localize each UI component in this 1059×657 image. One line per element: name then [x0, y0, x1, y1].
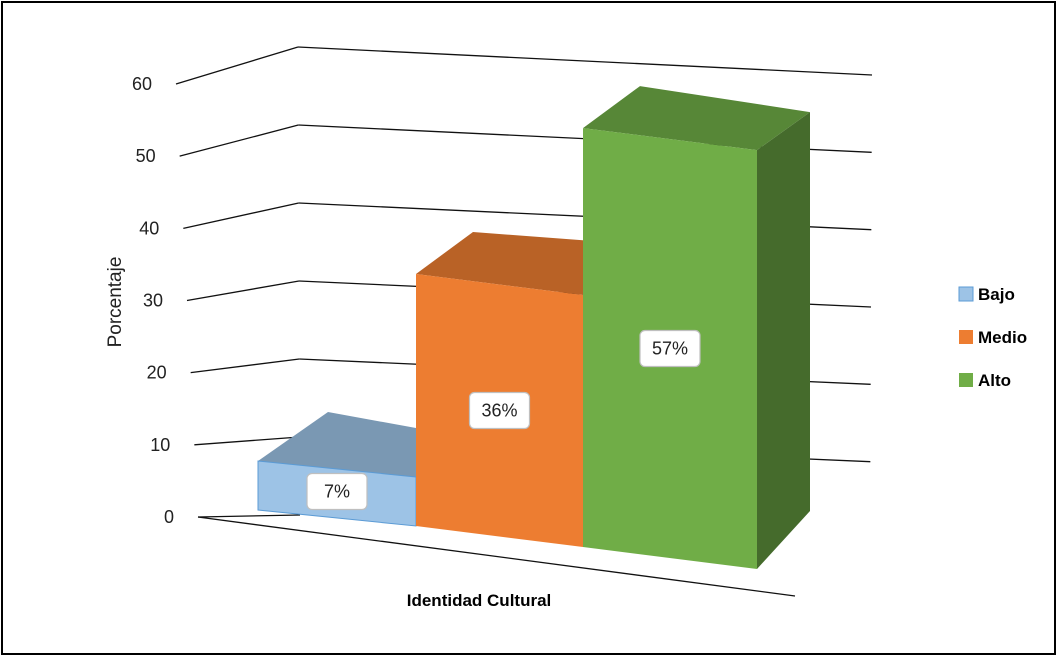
bar-side-face [757, 112, 810, 569]
y-tick-label: 60 [132, 74, 152, 94]
floor-left-line [197, 514, 301, 518]
y-tick-label: 40 [139, 218, 159, 238]
data-label-text: 36% [481, 401, 517, 421]
data-label-box [639, 329, 701, 368]
gridline-side [186, 280, 300, 302]
y-tick-label: 20 [147, 363, 167, 383]
legend-item-bajo: Bajo [958, 285, 1015, 304]
y-tick-label: 10 [150, 435, 170, 455]
data-labels: 7% 36% 57% [306, 329, 701, 511]
legend-swatch [959, 330, 973, 344]
data-label-box [306, 472, 368, 511]
data-label-medio: 36% [468, 391, 531, 430]
legend-label: Medio [978, 328, 1027, 347]
gridline-side [190, 358, 300, 374]
y-tick-label: 30 [143, 291, 163, 311]
y-tick-label: 0 [164, 507, 174, 527]
data-label-alto: 57% [639, 329, 701, 368]
legend-swatch [958, 286, 974, 302]
x-category-label: Identidad Cultural [407, 591, 552, 610]
axis-lines [197, 514, 796, 597]
y-axis-title: Porcentaje [105, 257, 126, 348]
legend-item-medio: Medio [959, 328, 1027, 347]
legend: Bajo Medio Alto [958, 285, 1027, 390]
gridline-side [183, 202, 299, 229]
floor-front-line [197, 516, 796, 597]
bar-top-face [258, 412, 416, 477]
data-label-text: 7% [324, 482, 350, 502]
legend-label: Bajo [978, 285, 1015, 304]
gridline-side [194, 436, 300, 446]
gridline-back [297, 46, 873, 76]
data-label-box [468, 391, 531, 430]
legend-label: Alto [978, 371, 1011, 390]
data-label-bajo: 7% [306, 472, 368, 511]
y-tick-labels: 0 10 20 30 40 50 60 [132, 74, 174, 527]
y-tick-label: 50 [136, 146, 156, 166]
legend-swatch [959, 373, 973, 387]
data-label-text: 57% [652, 339, 688, 359]
legend-item-alto: Alto [959, 371, 1011, 390]
bar-top-face [583, 86, 810, 151]
gridline-side [175, 46, 299, 85]
bar-alto [583, 86, 810, 569]
gridline-side [179, 124, 299, 157]
